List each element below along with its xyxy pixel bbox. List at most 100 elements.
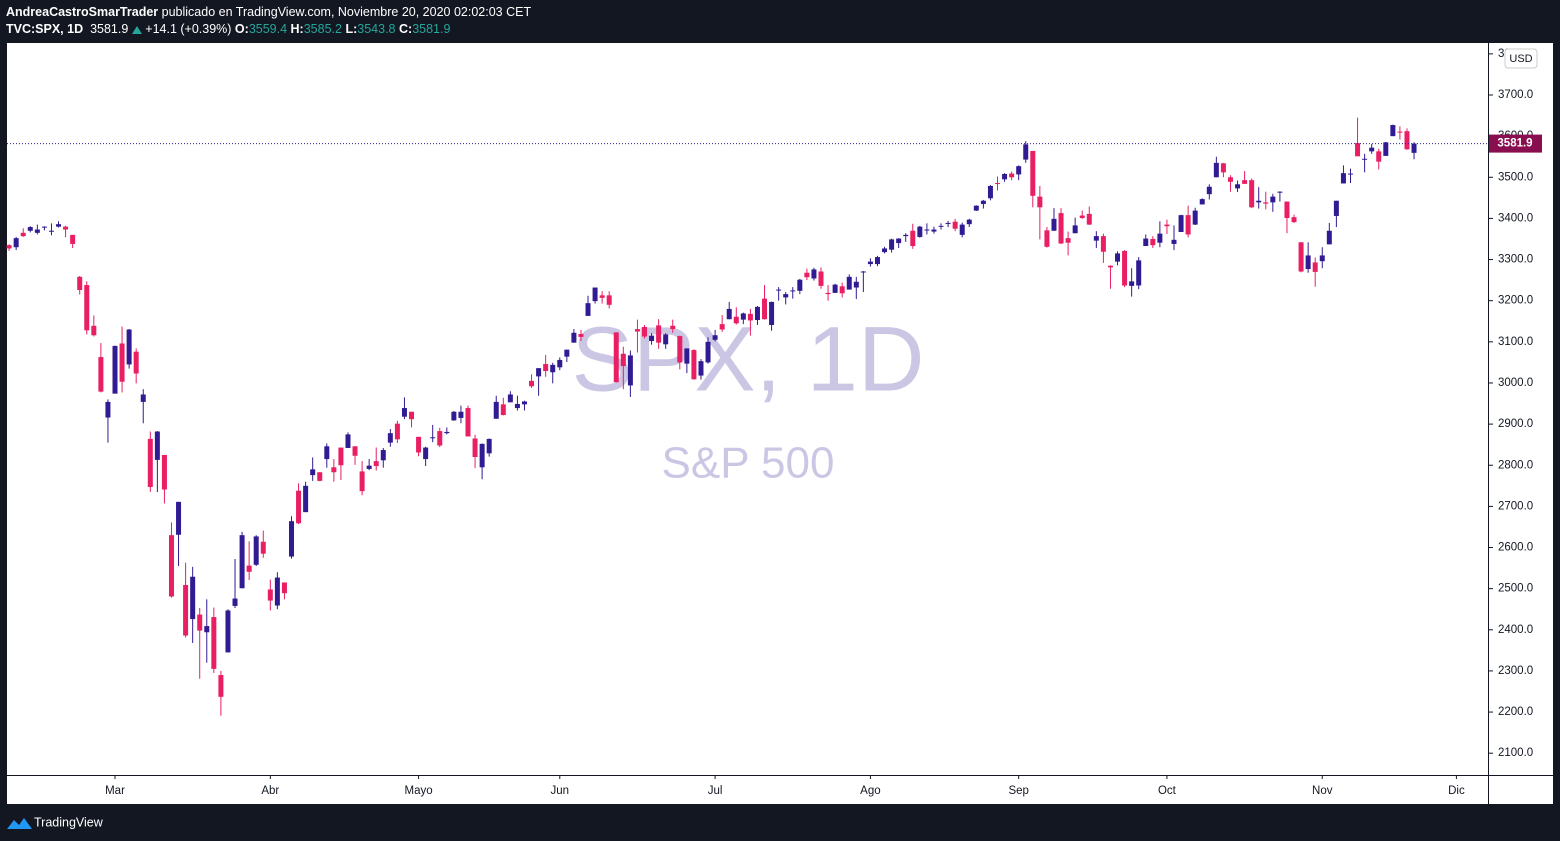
candle-body xyxy=(613,332,619,383)
candle-body xyxy=(578,334,584,337)
candle-body xyxy=(444,431,450,434)
candle-body xyxy=(1185,215,1191,235)
candle-body xyxy=(684,348,690,364)
candle-body xyxy=(952,221,958,229)
candle-body xyxy=(762,298,768,320)
candle-body xyxy=(1115,253,1121,262)
candle-body xyxy=(959,224,965,235)
candle-body xyxy=(980,200,986,205)
candle-body xyxy=(747,313,753,321)
x-tick-label: Abr xyxy=(261,785,279,797)
candle-body xyxy=(225,610,231,653)
candle-body xyxy=(1150,238,1156,246)
candle-body xyxy=(161,454,167,490)
y-tick-label: 3200.0 xyxy=(1498,295,1533,307)
x-tick-label: Nov xyxy=(1312,785,1333,797)
candle-body xyxy=(493,401,499,419)
chart-background xyxy=(7,43,1553,804)
candle-body xyxy=(1164,224,1170,227)
candle-body xyxy=(359,471,365,492)
candle-body xyxy=(197,614,203,631)
candle-body xyxy=(1178,215,1184,232)
candle-body xyxy=(394,423,400,440)
last-price: 3581.9 xyxy=(90,22,129,36)
candle-body xyxy=(910,230,916,246)
candle-body xyxy=(698,361,704,376)
candle-body xyxy=(550,364,556,373)
candle-body xyxy=(41,226,47,228)
candle-body xyxy=(119,343,125,382)
candle-body xyxy=(183,584,189,636)
y-tick-label: 2500.0 xyxy=(1498,583,1533,595)
candle-body xyxy=(733,316,739,324)
candle-body xyxy=(783,294,789,298)
candle-body xyxy=(536,368,542,377)
y-tick-label: 2100.0 xyxy=(1498,747,1533,759)
candle-body xyxy=(627,355,633,386)
candle-body xyxy=(1206,186,1212,195)
candle-body xyxy=(246,565,252,572)
candle-body xyxy=(147,438,153,488)
open-label: O: xyxy=(234,22,249,36)
y-tick-label: 3400.0 xyxy=(1498,212,1533,224)
candle-body xyxy=(1079,215,1085,219)
candle-body xyxy=(1016,166,1022,175)
candle-body xyxy=(1404,131,1410,150)
symbol-line: TVC:SPX, 1D 3581.9 +14.1 (+0.39%) O:3559… xyxy=(6,22,450,36)
low-label: L: xyxy=(345,22,358,36)
candle-body xyxy=(168,535,174,597)
candle-body xyxy=(84,285,90,331)
candle-body xyxy=(112,345,118,394)
candle-body xyxy=(1093,236,1099,241)
candle-body xyxy=(1037,196,1043,208)
candle-body xyxy=(56,224,62,227)
candle-body xyxy=(507,394,513,403)
candle-body xyxy=(1411,143,1417,153)
candle-body xyxy=(274,577,280,606)
candle-body xyxy=(1002,173,1008,180)
candle-body xyxy=(331,467,337,473)
candle-body xyxy=(1284,201,1290,219)
candle-body xyxy=(1051,218,1057,231)
candle-body xyxy=(1235,184,1241,189)
candle-body xyxy=(691,350,697,380)
candle-body xyxy=(1249,180,1255,208)
candle-body xyxy=(77,276,83,290)
candle-body xyxy=(1362,158,1368,160)
candle-body xyxy=(896,238,902,244)
currency: USD xyxy=(1509,53,1532,65)
candle-body xyxy=(1326,230,1332,245)
candle-body xyxy=(451,411,457,421)
candle-body xyxy=(1100,236,1106,252)
candle-body xyxy=(105,401,111,418)
candle-body xyxy=(1319,255,1325,262)
candle-body xyxy=(1143,238,1149,246)
candle-body xyxy=(296,490,302,524)
candle-body xyxy=(1263,202,1269,204)
candle-body xyxy=(1220,163,1226,173)
currency-badge[interactable] xyxy=(1504,48,1538,69)
candle-body xyxy=(889,239,895,250)
candle-body xyxy=(34,229,40,233)
candle-body xyxy=(1136,260,1142,286)
candle-body xyxy=(712,335,718,340)
candle-body xyxy=(1065,238,1071,243)
candle-body xyxy=(338,447,344,466)
candle-body xyxy=(437,431,443,446)
candle-body xyxy=(133,351,139,374)
candle-body xyxy=(839,286,845,294)
candle-body xyxy=(769,301,775,325)
candle-body xyxy=(91,325,97,336)
candle-body xyxy=(995,183,1000,185)
candle-body xyxy=(27,227,33,231)
candle-body xyxy=(719,324,725,330)
x-tick-label: Mar xyxy=(105,785,125,797)
x-tick-label: Ago xyxy=(860,785,880,797)
close-value: 3581.9 xyxy=(412,22,451,36)
candle-body xyxy=(606,295,612,305)
candle-body xyxy=(670,325,676,330)
candle-body xyxy=(1242,180,1248,184)
candle-body xyxy=(1348,173,1353,175)
candle-body xyxy=(232,598,238,606)
candle-body xyxy=(677,336,683,363)
